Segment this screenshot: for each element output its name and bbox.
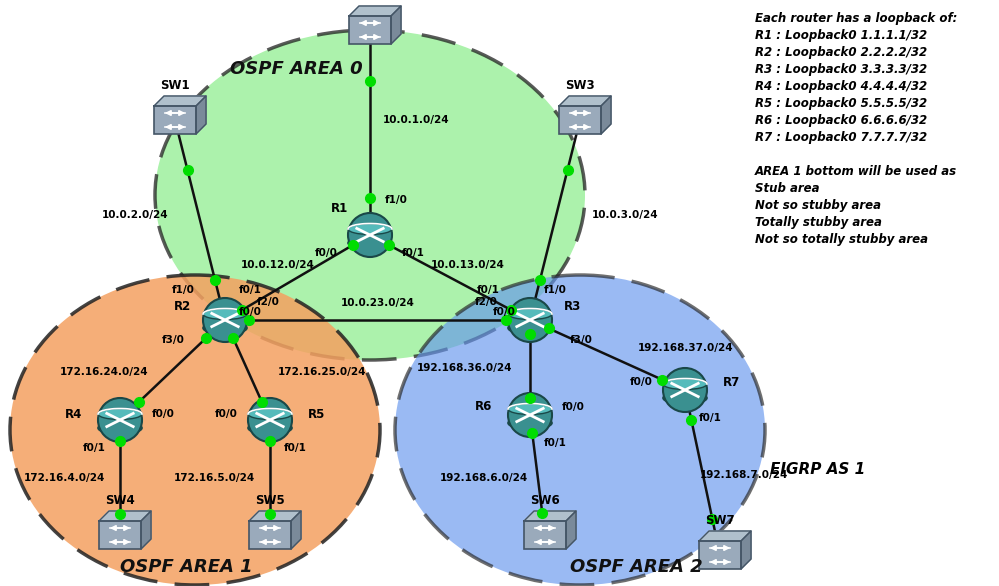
Text: f0/1: f0/1 — [284, 443, 307, 453]
Ellipse shape — [508, 308, 552, 319]
Text: R5: R5 — [308, 407, 326, 421]
Polygon shape — [196, 96, 206, 134]
Text: SW3: SW3 — [565, 79, 594, 92]
Text: f0/1: f0/1 — [402, 248, 425, 258]
Text: f0/0: f0/0 — [494, 307, 516, 317]
Ellipse shape — [348, 237, 392, 249]
Text: f0/1: f0/1 — [699, 413, 722, 423]
Ellipse shape — [203, 308, 247, 319]
Text: OSPF AREA 0: OSPF AREA 0 — [230, 60, 363, 78]
FancyBboxPatch shape — [99, 521, 141, 549]
Text: 192.168.6.0/24: 192.168.6.0/24 — [440, 473, 528, 483]
FancyBboxPatch shape — [559, 106, 601, 134]
Text: SW6: SW6 — [530, 494, 559, 507]
Polygon shape — [391, 6, 401, 44]
Text: f0/0: f0/0 — [152, 409, 175, 419]
Text: 172.16.25.0/24: 172.16.25.0/24 — [278, 367, 367, 377]
Text: 10.0.12.0/24: 10.0.12.0/24 — [241, 260, 315, 270]
Text: f0/0: f0/0 — [239, 307, 262, 317]
Text: 172.16.4.0/24: 172.16.4.0/24 — [24, 473, 105, 483]
Polygon shape — [99, 511, 151, 521]
Text: f0/0: f0/0 — [215, 409, 238, 419]
Text: R3: R3 — [564, 299, 581, 312]
Ellipse shape — [663, 392, 707, 404]
Text: R4: R4 — [65, 407, 82, 421]
Polygon shape — [524, 511, 576, 521]
Ellipse shape — [508, 417, 552, 429]
Text: f1/0: f1/0 — [172, 285, 195, 295]
Text: 172.16.24.0/24: 172.16.24.0/24 — [59, 367, 148, 377]
Circle shape — [348, 213, 392, 257]
Text: R7: R7 — [723, 376, 740, 389]
Ellipse shape — [248, 408, 292, 420]
Text: SW4: SW4 — [105, 494, 135, 507]
Ellipse shape — [248, 422, 292, 434]
Ellipse shape — [663, 379, 707, 390]
Text: SW7: SW7 — [705, 514, 735, 527]
FancyBboxPatch shape — [524, 521, 566, 549]
FancyBboxPatch shape — [699, 541, 741, 569]
FancyBboxPatch shape — [154, 106, 196, 134]
Text: f0/1: f0/1 — [83, 443, 106, 453]
Text: f3/0: f3/0 — [162, 335, 185, 345]
Ellipse shape — [10, 275, 380, 585]
Text: f0/0: f0/0 — [562, 402, 584, 412]
Circle shape — [663, 368, 707, 412]
Text: 10.0.2.0/24: 10.0.2.0/24 — [101, 210, 168, 220]
Text: EIGRP AS 1: EIGRP AS 1 — [770, 462, 865, 478]
Text: f0/0: f0/0 — [315, 248, 338, 258]
Polygon shape — [566, 511, 576, 549]
Text: f0/1: f0/1 — [478, 285, 500, 295]
Polygon shape — [349, 6, 401, 16]
Text: f0/1: f0/1 — [239, 285, 262, 295]
Text: f1/0: f1/0 — [385, 195, 408, 205]
Text: OSPF AREA 1: OSPF AREA 1 — [120, 558, 253, 576]
Text: 172.16.5.0/24: 172.16.5.0/24 — [174, 473, 255, 483]
Circle shape — [508, 393, 552, 437]
Polygon shape — [154, 96, 206, 106]
Text: R2: R2 — [174, 299, 191, 312]
Circle shape — [248, 398, 292, 442]
Circle shape — [203, 298, 247, 342]
Text: 10.0.13.0/24: 10.0.13.0/24 — [431, 260, 504, 270]
Text: 10.0.23.0/24: 10.0.23.0/24 — [341, 298, 415, 308]
Polygon shape — [601, 96, 611, 134]
Ellipse shape — [203, 322, 247, 334]
Ellipse shape — [98, 408, 142, 420]
Text: 192.168.7.0/24: 192.168.7.0/24 — [700, 470, 788, 480]
Ellipse shape — [508, 404, 552, 414]
Circle shape — [98, 398, 142, 442]
Text: SW5: SW5 — [255, 494, 285, 507]
Text: f3/0: f3/0 — [570, 335, 592, 345]
Polygon shape — [559, 96, 611, 106]
FancyBboxPatch shape — [349, 16, 391, 44]
Text: R1: R1 — [331, 202, 348, 214]
Ellipse shape — [348, 223, 392, 234]
Ellipse shape — [155, 30, 585, 360]
Text: OSPF AREA 2: OSPF AREA 2 — [570, 558, 702, 576]
Text: 10.0.1.0/24: 10.0.1.0/24 — [383, 115, 450, 125]
Text: f2/0: f2/0 — [476, 297, 498, 307]
Text: f0/1: f0/1 — [544, 438, 566, 448]
Circle shape — [508, 298, 552, 342]
Polygon shape — [741, 531, 751, 569]
Polygon shape — [291, 511, 301, 549]
Text: R6: R6 — [475, 400, 492, 414]
Text: SW1: SW1 — [160, 79, 190, 92]
Ellipse shape — [508, 322, 552, 334]
Text: 192.168.37.0/24: 192.168.37.0/24 — [638, 343, 733, 353]
Text: Each router has a loopback of:
R1 : Loopback0 1.1.1.1/32
R2 : Loopback0 2.2.2.2/: Each router has a loopback of: R1 : Loop… — [755, 12, 957, 246]
Text: SW2: SW2 — [356, 0, 385, 2]
Polygon shape — [699, 531, 751, 541]
Text: f0/0: f0/0 — [630, 377, 653, 387]
Ellipse shape — [395, 275, 765, 585]
Text: f1/0: f1/0 — [544, 285, 566, 295]
FancyBboxPatch shape — [249, 521, 291, 549]
Polygon shape — [249, 511, 301, 521]
Ellipse shape — [98, 422, 142, 434]
Text: f2/0: f2/0 — [257, 297, 280, 307]
Text: 192.168.36.0/24: 192.168.36.0/24 — [417, 363, 512, 373]
Text: 10.0.3.0/24: 10.0.3.0/24 — [592, 210, 658, 220]
Polygon shape — [141, 511, 151, 549]
